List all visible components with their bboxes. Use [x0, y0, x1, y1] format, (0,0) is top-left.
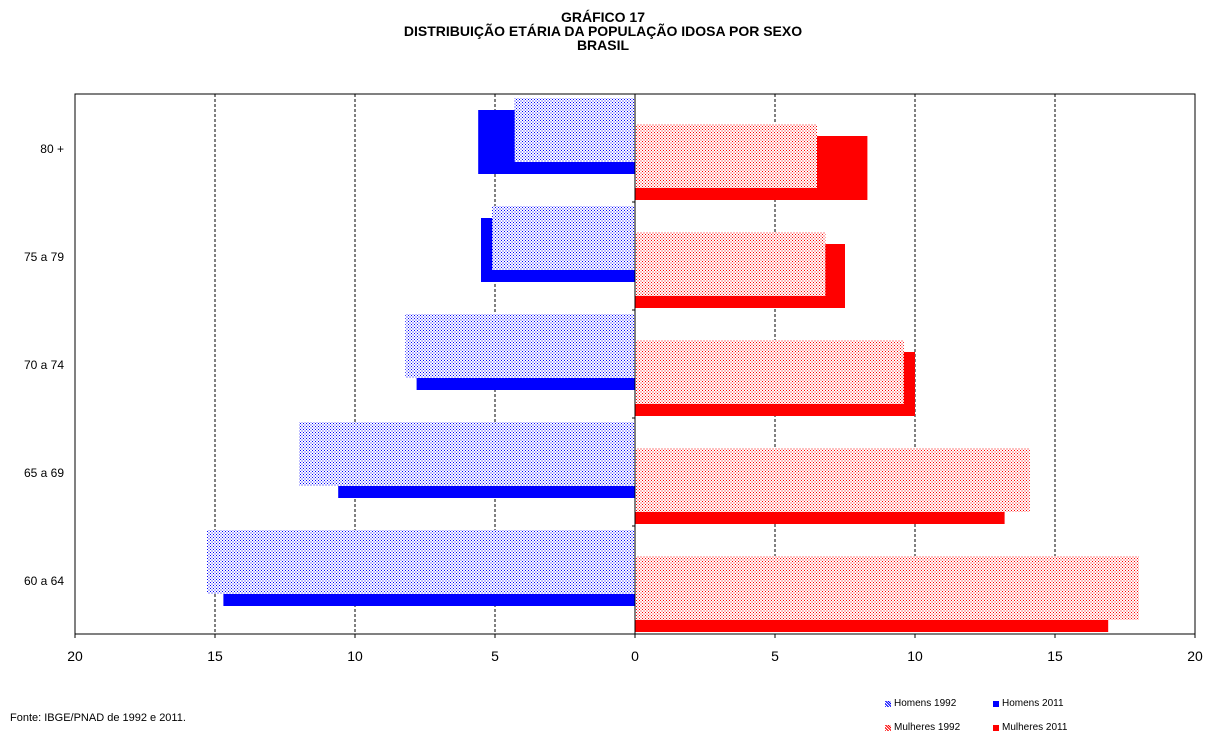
x-tick-label: 0: [631, 648, 639, 664]
title-line-3: BRASIL: [576, 37, 630, 53]
population-pyramid-chart: 20 15 10 5 0 5 10 15 20 60 a 64 65 a 69 70 a 74 75 a…: [24, 93, 1203, 664]
bar-mulheres-1992: [635, 340, 904, 404]
bar-homens-1992-overlay: [206, 530, 635, 594]
legend-swatch: [885, 724, 891, 731]
x-tick-label: 5: [771, 648, 779, 664]
legend-label: Homens 2011: [1002, 698, 1064, 709]
legend-item-mulheres-2011: Mulheres 2011: [993, 722, 1067, 733]
bar-mulheres-1992: [635, 124, 817, 188]
title-line-2: DISTRIBUIÇÃO ETÁRIA DA POPULAÇÃO IDOSA P…: [403, 23, 803, 39]
x-tick-label: 10: [907, 648, 923, 664]
axes: 20 15 10 5 0 5 10 15 20 60 a 64 65 a 69 70 a 74 75 a…: [24, 94, 1203, 664]
legend-label: Mulheres 2011: [1002, 722, 1068, 733]
legend-item-homens-1992: Homens 1992: [885, 698, 956, 709]
y-category-label: 70 a 74: [24, 358, 64, 372]
y-category-label: 80 +: [40, 142, 64, 156]
x-tick-label: 20: [1187, 648, 1203, 664]
y-category-label: 65 a 69: [24, 466, 64, 480]
bar-homens-1992-overlay: [514, 98, 635, 162]
legend-item-mulheres-1992: Mulheres 1992: [885, 722, 960, 733]
legend-item-homens-2011: Homens 2011: [993, 698, 1064, 709]
bar-mulheres-1992: [635, 448, 1030, 512]
y-category-label: 60 a 64: [24, 574, 64, 588]
bar-homens-1992-overlay: [492, 206, 635, 270]
bar-homens-1992-overlay: [405, 314, 635, 378]
legend-label: Homens 1992: [894, 698, 957, 709]
chart-title: GRÁFICO 17 DISTRIBUIÇÃO ETÁRIA DA POPULA…: [0, 10, 1206, 52]
y-category-label: 75 a 79: [24, 250, 64, 264]
bars: [206, 98, 1139, 632]
x-tick-label: 15: [207, 648, 223, 664]
x-tick-label: 15: [1047, 648, 1063, 664]
legend-swatch: [885, 700, 891, 707]
title-line-1: GRÁFICO 17: [560, 9, 645, 25]
x-tick-label: 10: [347, 648, 363, 664]
x-tick-label: 5: [491, 648, 499, 664]
bar-mulheres-1992: [635, 232, 826, 296]
legend-swatch: [993, 724, 999, 731]
legend-label: Mulheres 1992: [894, 722, 961, 733]
bar-homens-1992-overlay: [299, 422, 635, 486]
source-note: Fonte: IBGE/PNAD de 1992 e 2011.: [10, 712, 186, 724]
bar-mulheres-1992: [635, 556, 1139, 620]
x-tick-label: 20: [67, 648, 83, 664]
legend-swatch: [993, 700, 999, 707]
